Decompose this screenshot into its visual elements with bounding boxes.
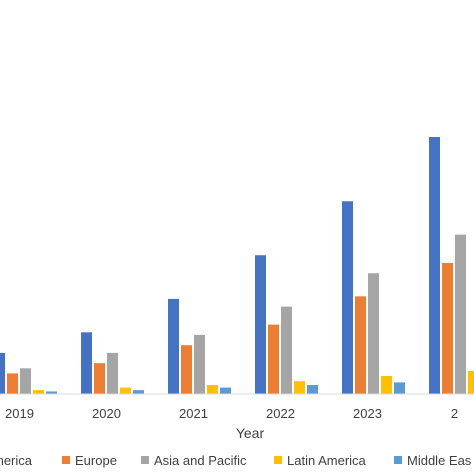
bar-middle-east-2020 (133, 390, 144, 394)
bar-asia-and-pacific-2019 (20, 368, 31, 394)
bar-latin-america-2022 (294, 381, 305, 394)
bar-north-america-2019 (0, 352, 5, 394)
bar-europe-2023 (355, 296, 366, 394)
bar-asia-and-pacific-2023 (368, 273, 379, 394)
bars-group (0, 137, 474, 394)
bar-north-america-2021 (168, 298, 179, 394)
legend-label-middle-east: Middle Eas (407, 453, 472, 468)
legend-swatch-latin-america (274, 456, 282, 464)
legend-label-latin-america: Latin America (287, 453, 367, 468)
bar-latin-america-2024 (468, 370, 474, 394)
bar-middle-east-2022 (307, 385, 318, 394)
bar-north-america-2024 (429, 137, 440, 394)
bar-north-america-2020 (81, 332, 92, 394)
x-tick-label-2020: 2020 (92, 406, 121, 421)
bar-asia-and-pacific-2022 (281, 306, 292, 394)
bar-europe-2022 (268, 324, 279, 394)
bar-asia-and-pacific-2024 (455, 234, 466, 394)
bar-middle-east-2023 (394, 382, 405, 394)
bar-middle-east-2021 (220, 387, 231, 394)
bar-europe-2019 (7, 373, 18, 394)
legend-label-asia-and-pacific: Asia and Pacific (154, 453, 247, 468)
legend-swatch-europe (62, 456, 70, 464)
legend-label-europe: Europe (75, 453, 117, 468)
x-tick-label-2022: 2022 (266, 406, 295, 421)
bar-asia-and-pacific-2021 (194, 334, 205, 394)
x-tick-label-2019: 2019 (5, 406, 34, 421)
x-tick-label-2021: 2021 (179, 406, 208, 421)
bar-asia-and-pacific-2020 (107, 352, 118, 394)
bar-latin-america-2023 (381, 376, 392, 394)
x-tick-label-2023: 2023 (353, 406, 382, 421)
bar-middle-east-2019 (46, 391, 57, 394)
bar-europe-2024 (442, 262, 453, 394)
bar-latin-america-2021 (207, 385, 218, 394)
bar-north-america-2023 (342, 201, 353, 394)
bar-europe-2020 (94, 363, 105, 394)
x-tick-labels: 2019 2020 2021 2022 2023 2 (5, 406, 458, 421)
x-tick-label-2024: 2 (451, 406, 458, 421)
x-axis-title: Year (236, 425, 265, 441)
legend: merica Europe Asia and Pacific Latin Americ… (0, 453, 472, 468)
bar-latin-america-2020 (120, 387, 131, 394)
legend-swatch-asia-and-pacific (141, 456, 149, 464)
bar-north-america-2022 (255, 255, 266, 394)
bar-europe-2021 (181, 345, 192, 394)
legend-label-north-america: merica (0, 453, 33, 468)
bar-latin-america-2019 (33, 390, 44, 394)
legend-swatch-middle-east (394, 456, 402, 464)
